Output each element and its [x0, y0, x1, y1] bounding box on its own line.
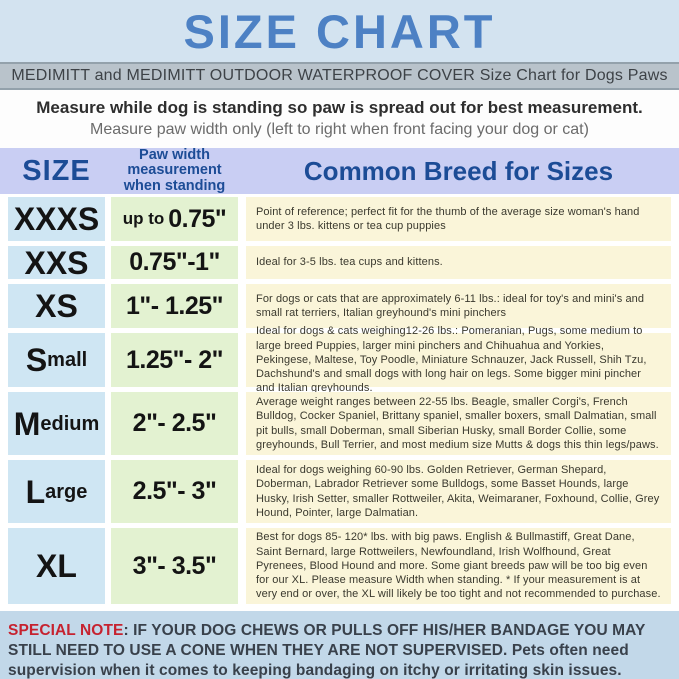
description-cell: Ideal for dogs weighing 60-90 lbs. Golde…	[246, 460, 671, 523]
size-label-rest: arge	[45, 480, 88, 503]
column-header-breed: Common Breed for Sizes	[303, 155, 614, 186]
width-cell: 3"- 3.5"	[111, 528, 238, 604]
special-note-text: SPECIAL NOTE: IF YOUR DOG CHEWS OR PULLS…	[8, 621, 669, 679]
description-cell: Average weight ranges between 22-55 lbs.…	[246, 392, 671, 455]
description-text: For dogs or cats that are approximately …	[256, 292, 645, 319]
width-value: 1"- 1.25"	[125, 291, 224, 320]
width-value: 2.5"- 3"	[132, 477, 217, 505]
column-header-paw-width: Paw width measurement when standing	[111, 146, 238, 195]
size-label: S	[25, 342, 48, 378]
special-note-body: : IF YOUR DOG CHEWS OR PULLS OFF HIS/HER…	[8, 622, 646, 679]
table-header: SIZE Paw width measurement when standing…	[0, 146, 679, 195]
width-cell: up to 0.75"	[111, 197, 238, 241]
subtitle-bar: MEDIMITT and MEDIMITT OUTDOOR WATERPROOF…	[0, 62, 679, 90]
size-label: L	[25, 473, 46, 510]
width-value: 0.75"	[168, 204, 227, 233]
size-cell: XL	[8, 528, 105, 604]
width-value: 3"- 3.5"	[132, 551, 217, 580]
width-value: 0.75"-1"	[129, 248, 220, 276]
special-note-label: SPECIAL NOTE	[8, 622, 124, 639]
description-text: Ideal for dogs & cats weighing12-26 lbs.…	[256, 325, 647, 395]
description-text: Best for dogs 85- 120* lbs. with big paw…	[256, 531, 661, 601]
size-label: XXS	[24, 244, 89, 281]
width-prefix: up to	[122, 209, 165, 228]
width-cell: 2.5"- 3"	[111, 460, 238, 523]
page-title: SIZE CHART	[183, 4, 496, 58]
width-cell: 0.75"-1"	[111, 246, 238, 279]
table-body: XXXS up to 0.75" Point of reference; perf…	[0, 197, 679, 604]
instruction-regular: Measure paw width only (left to right wh…	[90, 121, 589, 138]
size-cell: XXS	[8, 246, 105, 279]
width-cell: 1.25"- 2"	[111, 333, 238, 387]
description-text: Ideal for 3-5 lbs. tea cups and kittens.	[256, 256, 443, 269]
title-band: SIZE CHART	[0, 0, 679, 62]
description-text: Ideal for dogs weighing 60-90 lbs. Golde…	[256, 463, 660, 519]
size-label: M	[13, 405, 41, 442]
size-cell: XXXS	[8, 197, 105, 241]
column-header-size: SIZE	[22, 154, 91, 187]
special-note: SPECIAL NOTE: IF YOUR DOG CHEWS OR PULLS…	[0, 611, 679, 679]
description-cell: Ideal for 3-5 lbs. tea cups and kittens.	[246, 246, 671, 279]
size-label: XXXS	[13, 201, 100, 237]
column-header-paw-width-line3: when standing	[123, 177, 226, 194]
description-cell: For dogs or cats that are approximately …	[246, 284, 671, 328]
description-cell: Ideal for dogs & cats weighing12-26 lbs.…	[246, 325, 671, 394]
description-cell: Point of reference; perfect fit for the …	[246, 197, 671, 241]
width-value: 2"- 2.5"	[132, 409, 217, 437]
size-cell: XS	[8, 284, 105, 328]
table-row-xl: XL 3"- 3.5" Best for dogs 85- 120* lbs. …	[0, 528, 679, 604]
column-header-paw-width-line2: measurement	[127, 162, 222, 179]
instruction-bold: Measure while dog is standing so paw is …	[36, 98, 643, 117]
description-cell: Best for dogs 85- 120* lbs. with big paw…	[246, 528, 671, 604]
table-row-xs: XS 1"- 1.25" For dogs or cats that are a…	[0, 284, 679, 328]
table-row-xxs: XXS 0.75"-1" Ideal for 3-5 lbs. tea cups…	[0, 246, 679, 279]
size-label-rest: mall	[47, 349, 88, 371]
size-label: XS	[35, 288, 78, 324]
description-text: Point of reference; perfect fit for the …	[256, 205, 640, 232]
column-header-paw-width-line1: Paw width	[139, 146, 210, 163]
size-label-rest: edium	[40, 412, 100, 435]
table-row-xxxs: XXXS up to 0.75" Point of reference; perf…	[0, 197, 679, 241]
width-value: 1.25"- 2"	[125, 345, 224, 374]
width-cell: 2"- 2.5"	[111, 392, 238, 455]
instruction-block: Measure while dog is standing so paw is …	[0, 90, 679, 148]
subtitle-text: MEDIMITT and MEDIMITT OUTDOOR WATERPROOF…	[11, 67, 668, 84]
description-text: Average weight ranges between 22-55 lbs.…	[256, 395, 659, 451]
size-label: XL	[36, 548, 77, 584]
width-cell: 1"- 1.25"	[111, 284, 238, 328]
